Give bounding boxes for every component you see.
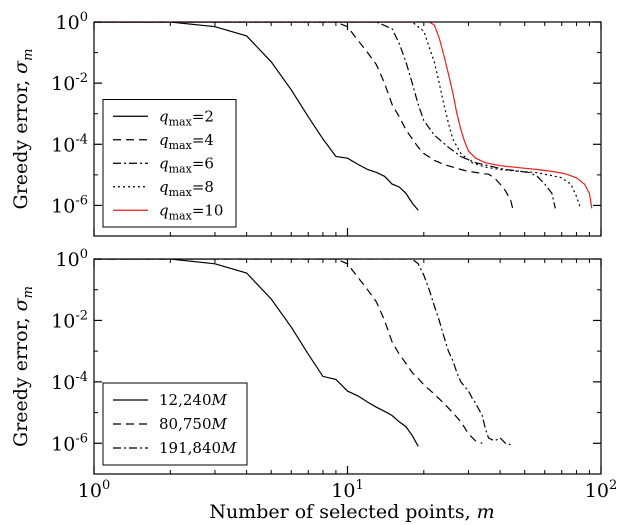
legend-label: 12,240M	[159, 391, 228, 409]
legend-label: qmax=8	[159, 178, 214, 199]
y-axis-label: Greedy error, σm	[10, 49, 36, 210]
series-line-2	[94, 259, 483, 444]
y-tick-label: 10-2	[51, 308, 88, 332]
bottom-panel: 100 101 102 100 10-2 10-4 10-6 Greedy error, σm…	[10, 247, 617, 502]
legend-label: qmax=10	[159, 201, 223, 222]
x-tick-label: 102	[585, 478, 617, 502]
legend: 12,240M 80,750M 191,840M	[102, 382, 248, 466]
y-tick-label: 10-4	[51, 132, 88, 156]
y-tick-label: 10-6	[51, 431, 88, 455]
y-tick-label: 100	[56, 247, 88, 271]
series-line-3	[94, 22, 556, 209]
legend-label: qmax=6	[159, 154, 214, 175]
x-tick-label: 100	[78, 478, 110, 502]
legend-label: 80,750M	[159, 415, 228, 433]
series-line-5	[94, 22, 593, 209]
series-line-2	[94, 22, 514, 211]
series-line-1	[94, 22, 419, 211]
y-tick-label: 10-2	[51, 71, 88, 95]
y-tick-label: 100	[56, 10, 88, 34]
x-axis-label: Number of selected points, m	[209, 501, 494, 523]
y-axis-label: Greedy error, σm	[10, 286, 36, 447]
y-tick-label: 10-4	[51, 370, 88, 394]
legend-label: qmax=2	[159, 107, 214, 128]
legend-label: qmax=4	[159, 131, 214, 152]
series-line-3	[94, 259, 511, 446]
legend-label: 191,840M	[159, 439, 237, 457]
y-tick-label: 10-6	[51, 193, 88, 217]
x-tick-label: 101	[331, 478, 363, 502]
series-line-1	[94, 259, 419, 447]
